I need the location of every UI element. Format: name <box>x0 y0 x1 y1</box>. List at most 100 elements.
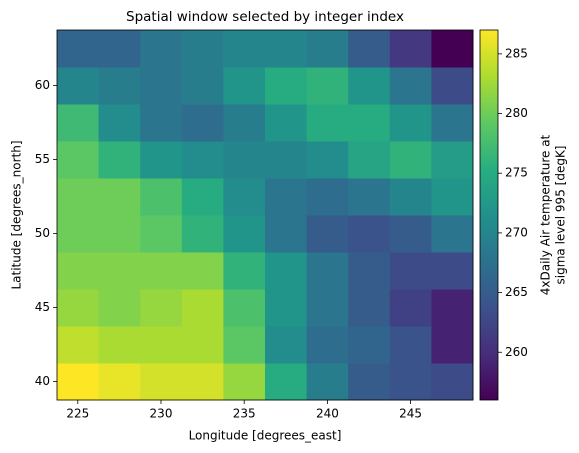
heatmap-cell <box>431 363 474 401</box>
heatmap-cell <box>57 252 100 290</box>
plot-frame <box>56 29 474 401</box>
heatmap-cell <box>348 178 391 216</box>
heatmap-cell <box>98 363 141 401</box>
colorbar-tick-label: 285 <box>505 46 528 60</box>
heatmap-cell <box>431 289 474 327</box>
heatmap-cell <box>306 326 349 364</box>
heatmap-cell <box>265 326 308 364</box>
heatmap-cell <box>348 30 391 68</box>
heatmap-cell <box>140 30 183 68</box>
heatmap-cell <box>181 289 224 327</box>
heatmap-cell <box>348 289 391 327</box>
heatmap-cell <box>140 178 183 216</box>
heatmap-cell <box>223 215 266 253</box>
heatmap-cell <box>98 215 141 253</box>
heatmap-cell <box>57 104 100 142</box>
heatmap-cell <box>57 289 100 327</box>
heatmap-cell <box>431 326 474 364</box>
y-tick-label: 55 <box>35 152 50 166</box>
heatmap-cell <box>223 104 266 142</box>
heatmap-cell <box>389 215 432 253</box>
heatmap-cell <box>306 104 349 142</box>
heatmap-cell <box>181 178 224 216</box>
colorbar-tick-label: 275 <box>505 166 528 180</box>
heatmap-cell <box>265 363 308 401</box>
heatmap-cell <box>389 104 432 142</box>
heatmap-cell <box>306 215 349 253</box>
heatmap-cell <box>98 104 141 142</box>
heatmap-cell <box>181 252 224 290</box>
heatmap-cell <box>181 30 224 68</box>
heatmap-cell <box>431 30 474 68</box>
heatmap-cell <box>265 289 308 327</box>
heatmap-cell <box>348 326 391 364</box>
heatmap-cell <box>348 141 391 179</box>
x-tick-label: 235 <box>233 407 256 421</box>
heatmap-cell <box>57 363 100 401</box>
heatmap-cell <box>181 104 224 142</box>
heatmap-cell <box>181 67 224 105</box>
heatmap-cell <box>306 363 349 401</box>
heatmap-cell <box>140 104 183 142</box>
heatmap-cell <box>223 67 266 105</box>
heatmap-cell <box>181 326 224 364</box>
heatmap-cell <box>57 178 100 216</box>
heatmap-cell <box>98 30 141 68</box>
x-tick-label: 225 <box>66 407 89 421</box>
colorbar-tick-label: 270 <box>505 225 528 239</box>
heatmap-cell <box>348 363 391 401</box>
heatmap-cell <box>140 67 183 105</box>
y-tick-label: 40 <box>35 374 50 388</box>
heatmap-cell <box>140 363 183 401</box>
x-tick-label: 245 <box>399 407 422 421</box>
heatmap-cell <box>348 67 391 105</box>
x-axis-label: Longitude [degrees_east] <box>189 429 342 443</box>
heatmap-cell <box>306 67 349 105</box>
heatmap-cell <box>389 67 432 105</box>
heatmap-cell <box>265 252 308 290</box>
heatmap-cell <box>348 215 391 253</box>
heatmap-cell <box>223 363 266 401</box>
heatmap-cell <box>389 141 432 179</box>
colorbar-tick-label: 280 <box>505 106 528 120</box>
heatmap-cell <box>389 178 432 216</box>
heatmap-cell <box>306 252 349 290</box>
heatmap-cell <box>265 178 308 216</box>
heatmap-cell <box>140 215 183 253</box>
heatmap-cell <box>98 289 141 327</box>
heatmap-cell <box>389 363 432 401</box>
heatmap-cell <box>389 289 432 327</box>
heatmap-cell <box>348 252 391 290</box>
heatmap-cell <box>348 104 391 142</box>
heatmap-cell <box>431 252 474 290</box>
heatmap-cell <box>140 326 183 364</box>
heatmap-cell <box>431 178 474 216</box>
heatmap-cell <box>98 252 141 290</box>
heatmap-cell <box>306 141 349 179</box>
heatmap-cell <box>389 252 432 290</box>
heatmap-cell <box>431 141 474 179</box>
heatmap-cell <box>223 252 266 290</box>
heatmap-cell <box>431 104 474 142</box>
y-tick-label: 50 <box>35 226 50 240</box>
heatmap-cell <box>306 30 349 68</box>
heatmap-cell <box>57 67 100 105</box>
heatmap-cell <box>57 326 100 364</box>
heatmap-cell <box>181 215 224 253</box>
heatmap-cell <box>306 289 349 327</box>
colorbar-tick-label: 260 <box>505 345 528 359</box>
heatmap-cell <box>98 67 141 105</box>
heatmap-cell <box>140 252 183 290</box>
heatmap-cell <box>181 363 224 401</box>
heatmap-cell <box>265 141 308 179</box>
heatmap-cell <box>57 215 100 253</box>
chart-title: Spatial window selected by integer index <box>126 9 404 25</box>
heatmap-cell <box>98 326 141 364</box>
heatmap-cell <box>431 215 474 253</box>
heatmap-cell <box>140 289 183 327</box>
x-tick-label: 230 <box>150 407 173 421</box>
heatmap-cell <box>265 30 308 68</box>
colorbar-label: sigma level 995 [degK] <box>554 146 568 285</box>
y-tick-label: 45 <box>35 300 50 314</box>
